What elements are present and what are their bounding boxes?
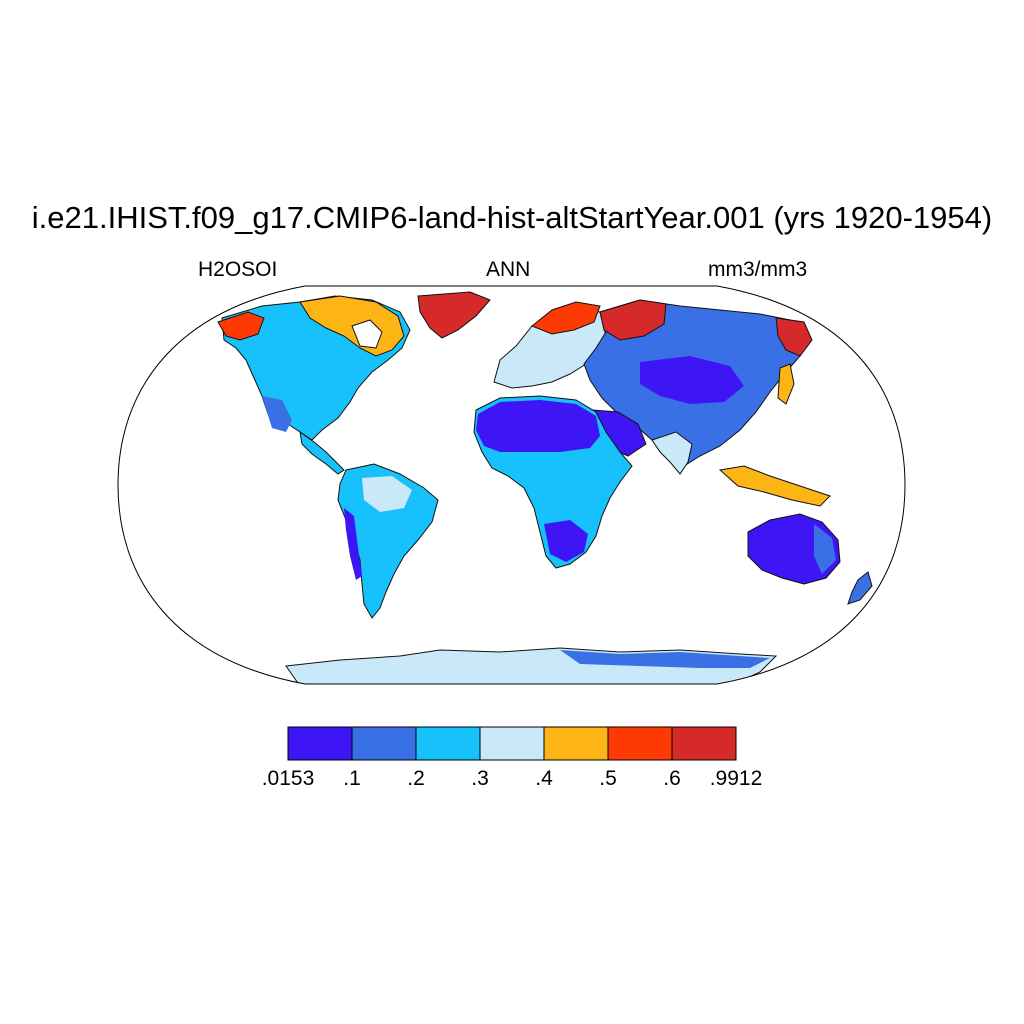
land-us-southwest: [262, 396, 292, 432]
units-label: mm3/mm3: [708, 258, 808, 281]
colorbar-tick-label: .4: [535, 767, 553, 790]
colorbar-tick-label: .2: [407, 767, 425, 790]
colorbar-swatch-1: [351, 726, 417, 761]
land-kalahari: [544, 520, 588, 562]
land-japan: [777, 363, 795, 405]
land-scandinavia: [531, 301, 601, 335]
land-greenland: [417, 291, 491, 339]
land-sahara: [476, 400, 600, 452]
land-new-zealand: [847, 571, 873, 605]
colorbar-tick-label: .1: [343, 767, 361, 790]
land-australia-east: [814, 524, 836, 574]
land-siberia-north: [599, 299, 667, 341]
colorbar-swatch-5: [607, 726, 673, 761]
colorbar-tick-label: .9912: [709, 767, 763, 790]
colorbar-swatch-3: [479, 726, 545, 761]
colorbar-tick-label: .3: [471, 767, 489, 790]
colorbar-tick-label: .5: [599, 767, 617, 790]
land-amazon: [362, 476, 412, 512]
colorbar-tick-label: .0153: [261, 767, 315, 790]
land-india: [651, 431, 693, 475]
colorbar-swatch-6: [671, 726, 737, 761]
colorbar-swatch-0: [287, 726, 353, 761]
land-east-siberia: [775, 317, 813, 357]
land-antarctica-coast: [560, 650, 770, 668]
land-central-asia: [640, 356, 744, 404]
map-land-layer: [217, 291, 873, 684]
colorbar-swatch-2: [415, 726, 481, 761]
plot-title: i.e21.IHIST.f09_g17.CMIP6-land-hist-altS…: [31, 200, 993, 235]
land-hudson-bay: [351, 319, 383, 349]
colorbar-swatch-4: [543, 726, 609, 761]
land-central-america: [299, 430, 345, 475]
season-label: ANN: [486, 258, 531, 281]
colorbar: [287, 726, 737, 761]
colorbar-tick-label: .6: [663, 767, 681, 790]
variable-name: H2OSOI: [198, 258, 278, 281]
land-alaska: [217, 311, 265, 341]
land-atacama: [344, 508, 362, 580]
map-boundary: [117, 285, 906, 685]
land-southeast-asia: [718, 465, 831, 507]
